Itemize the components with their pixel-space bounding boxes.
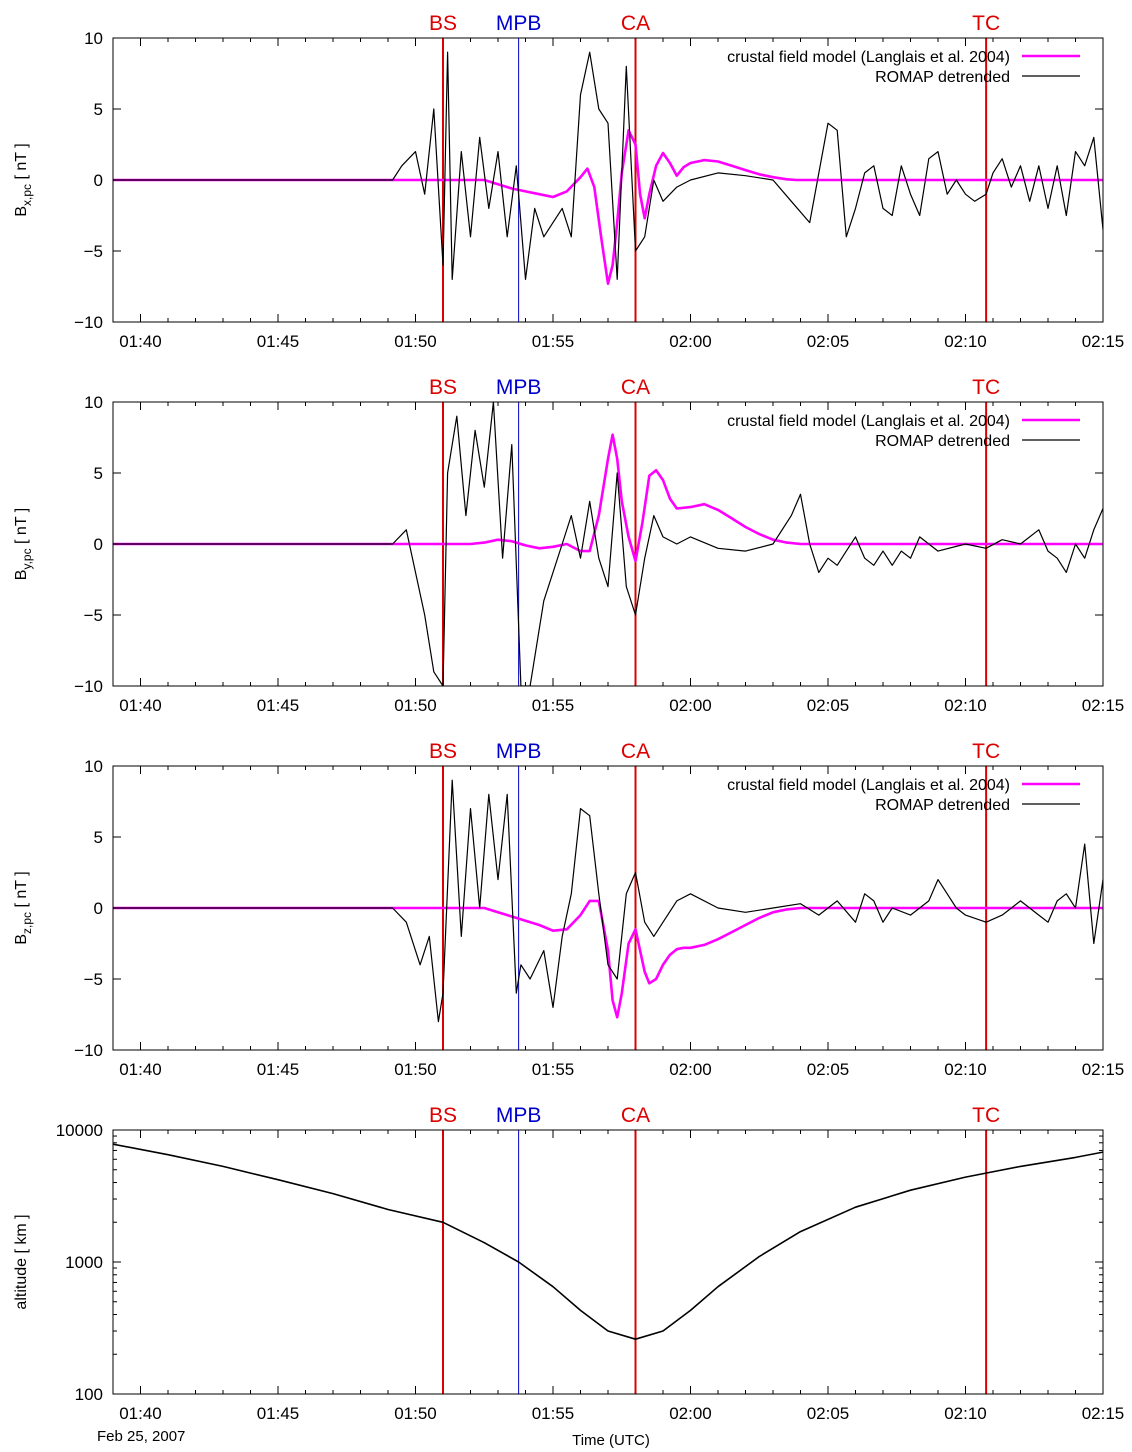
x-tick-label: 02:05 xyxy=(807,1404,850,1423)
legend-label: ROMAP detrended xyxy=(875,69,1010,86)
y-tick-label: 5 xyxy=(94,100,103,119)
y-tick-label: 10 xyxy=(84,29,103,48)
y-tick-label: 5 xyxy=(94,464,103,483)
y-tick-label: 100 xyxy=(75,1385,103,1404)
x-tick-label: 01:40 xyxy=(119,332,162,351)
x-tick-label: 01:55 xyxy=(532,332,575,351)
x-tick-label: 01:50 xyxy=(394,696,437,715)
x-tick-label: 01:50 xyxy=(394,1404,437,1423)
y-tick-label: 10000 xyxy=(56,1121,103,1140)
y-tick-label: −5 xyxy=(84,242,103,261)
x-tick-label: 01:40 xyxy=(119,1060,162,1079)
y-tick-label: 0 xyxy=(94,171,103,190)
model-line xyxy=(113,899,1103,1019)
x-tick-label: 01:50 xyxy=(394,332,437,351)
marker-label-mpb: MPB xyxy=(496,376,542,399)
panel-1: 01:40 01:45 01:50 01:55 02:00 02:05 02:10 02:15… xyxy=(13,12,1124,351)
y-axis-label: Bz,pc [ nT ] xyxy=(13,871,34,944)
marker-label-tc: TC xyxy=(972,12,1000,35)
plot-frame xyxy=(112,401,1104,687)
x-tick-label: 02:10 xyxy=(944,1060,987,1079)
x-tick-label: 02:05 xyxy=(807,332,850,351)
x-tick-label: 01:55 xyxy=(532,1060,575,1079)
y-tick-label: 10 xyxy=(84,393,103,412)
x-tick-label: 01:40 xyxy=(119,696,162,715)
x-tick-label: 01:45 xyxy=(257,1060,300,1079)
marker-label-bs: BS xyxy=(429,1104,457,1127)
x-tick-label: 01:45 xyxy=(257,1404,300,1423)
model-line xyxy=(113,433,1103,563)
altitude-line xyxy=(113,1143,1103,1340)
marker-label-mpb: MPB xyxy=(496,1104,542,1127)
marker-label-mpb: MPB xyxy=(496,740,542,763)
x-tick-label: 02:10 xyxy=(944,696,987,715)
marker-label-ca: CA xyxy=(621,1104,650,1127)
marker-label-tc: TC xyxy=(972,1104,1000,1127)
x-tick-label: 02:15 xyxy=(1082,1404,1125,1423)
x-tick-label: 02:10 xyxy=(944,1404,987,1423)
y-axis-label: altitude [ km ] xyxy=(13,1214,30,1309)
marker-label-bs: BS xyxy=(429,376,457,399)
x-tick-label: 02:05 xyxy=(807,1060,850,1079)
x-tick-label: 02:15 xyxy=(1082,332,1125,351)
x-tick-label: 01:55 xyxy=(532,696,575,715)
panel-4: 01:40 01:45 01:50 01:55 02:00 02:05 02:10 02:15… xyxy=(13,1104,1124,1423)
marker-label-tc: TC xyxy=(972,376,1000,399)
marker-label-ca: CA xyxy=(621,376,650,399)
y-tick-label: 0 xyxy=(94,535,103,554)
x-tick-label: 01:40 xyxy=(119,1404,162,1423)
x-tick-label: 01:45 xyxy=(257,696,300,715)
x-tick-label: 02:15 xyxy=(1082,696,1125,715)
y-tick-label: −5 xyxy=(84,970,103,989)
panel-3: 01:40 01:45 01:50 01:55 02:00 02:05 02:10 02:15… xyxy=(13,740,1124,1079)
x-tick-label: 01:45 xyxy=(257,332,300,351)
plot-frame xyxy=(112,765,1104,1051)
x-tick-label: 02:05 xyxy=(807,696,850,715)
x-tick-label: 02:10 xyxy=(944,332,987,351)
y-tick-label: −10 xyxy=(74,1041,103,1060)
y-tick-label: 0 xyxy=(94,899,103,918)
panel-2: 01:40 01:45 01:50 01:55 02:00 02:05 02:10 02:15… xyxy=(13,376,1124,715)
x-tick-label: 02:15 xyxy=(1082,1060,1125,1079)
marker-label-ca: CA xyxy=(621,740,650,763)
y-tick-label: −5 xyxy=(84,606,103,625)
x-tick-label: 02:00 xyxy=(669,332,712,351)
model-line xyxy=(113,129,1103,285)
y-tick-label: 10 xyxy=(84,757,103,776)
marker-label-bs: BS xyxy=(429,12,457,35)
x-tick-label: 02:00 xyxy=(669,1060,712,1079)
romap-line xyxy=(113,779,1103,1023)
legend-label: ROMAP detrended xyxy=(875,433,1010,450)
x-tick-label: 01:55 xyxy=(532,1404,575,1423)
marker-label-tc: TC xyxy=(972,740,1000,763)
panels: 01:40 01:45 01:50 01:55 02:00 02:05 02:10 02:15… xyxy=(13,12,1124,1423)
y-axis-label: Bx,pc [ nT ] xyxy=(13,143,34,216)
date-label: Feb 25, 2007 xyxy=(97,1428,185,1445)
x-tick-label: 01:50 xyxy=(394,1060,437,1079)
x-tick-label: 02:00 xyxy=(669,696,712,715)
x-tick-label: 02:00 xyxy=(669,1404,712,1423)
y-axis-label: By,pc [ nT ] xyxy=(13,508,34,580)
legend-label: ROMAP detrended xyxy=(875,797,1010,814)
romap-line xyxy=(113,402,1103,686)
legend-label: crustal field model (Langlais et al. 200… xyxy=(727,49,1010,66)
marker-label-ca: CA xyxy=(621,12,650,35)
legend-label: crustal field model (Langlais et al. 200… xyxy=(727,777,1010,794)
y-tick-label: 5 xyxy=(94,828,103,847)
y-tick-label: 1000 xyxy=(65,1253,103,1272)
plot-frame xyxy=(112,37,1104,323)
marker-label-bs: BS xyxy=(429,740,457,763)
y-tick-label: −10 xyxy=(74,677,103,696)
plot-frame xyxy=(112,1129,1104,1395)
x-axis-title: Time (UTC) xyxy=(572,1432,650,1449)
y-tick-label: −10 xyxy=(74,313,103,332)
legend-label: crustal field model (Langlais et al. 200… xyxy=(727,413,1010,430)
marker-label-mpb: MPB xyxy=(496,12,542,35)
romap-line xyxy=(113,51,1103,280)
